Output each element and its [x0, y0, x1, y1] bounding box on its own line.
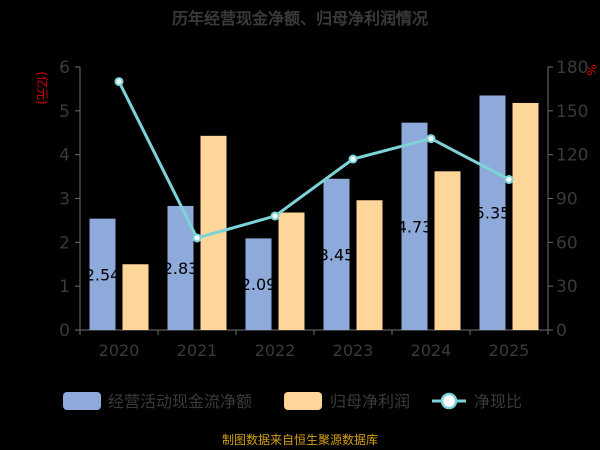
x-tick-label: 2020 — [99, 341, 140, 360]
left-tick-label: 0 — [59, 321, 70, 341]
bar-data-label: 2.54 — [85, 265, 121, 284]
bar-data-label: 2.09 — [241, 275, 277, 294]
line-series — [114, 77, 514, 243]
x-tick-label: 2023 — [333, 341, 374, 360]
bar-cashflow — [479, 95, 506, 330]
legend-label-cashflow: 经营活动现金流净额 — [108, 392, 252, 411]
bar-cashflow — [401, 122, 428, 330]
bar-netprofit — [122, 264, 149, 330]
bar-netprofit — [278, 212, 305, 330]
left-tick-label: 2 — [59, 233, 70, 253]
legend-label-ratio: 净现比 — [474, 392, 522, 411]
right-tick-label: 120 — [556, 146, 588, 166]
ratio-point — [114, 77, 124, 87]
left-tick-label: 5 — [59, 102, 70, 122]
bar-netprofit — [434, 171, 461, 330]
left-tick-label: 4 — [59, 146, 70, 166]
ratio-point — [348, 154, 358, 164]
ratio-point — [426, 134, 436, 144]
left-axis-unit: (亿元) — [35, 71, 50, 104]
bar-cashflow — [245, 238, 272, 330]
right-tick-label: 0 — [556, 321, 567, 341]
right-tick-label: 180 — [556, 58, 588, 78]
bar-data-label: 5.35 — [475, 204, 511, 223]
legend-label-netprofit: 归母净利润 — [330, 392, 410, 411]
bar-netprofit — [512, 102, 539, 331]
left-tick-label: 1 — [59, 277, 70, 297]
bar-cashflow — [323, 178, 350, 330]
x-tick-label: 2024 — [411, 341, 452, 360]
ratio-line — [117, 80, 510, 240]
right-axis-unit: % — [584, 64, 598, 75]
legend-swatch-netprofit — [284, 392, 322, 410]
bar-data-label: 3.45 — [319, 245, 355, 264]
chart-title: 历年经营现金净额、归母净利润情况 — [172, 9, 428, 28]
left-tick-label: 6 — [59, 58, 70, 78]
bar-cashflow — [167, 205, 194, 330]
bar-data-label: 4.73 — [397, 217, 433, 236]
right-tick-label: 60 — [556, 233, 578, 253]
ratio-point — [504, 175, 514, 185]
x-tick-label: 2025 — [489, 341, 530, 360]
right-tick-label: 150 — [556, 102, 588, 122]
bar-netprofit — [356, 200, 383, 330]
x-tick-label: 2021 — [177, 341, 218, 360]
bar-cashflow — [89, 218, 116, 330]
right-tick-label: 90 — [556, 190, 578, 210]
x-tick-label: 2022 — [255, 341, 296, 360]
source-note: 制图数据来自恒生聚源数据库 — [222, 432, 378, 447]
legend: 经营活动现金流净额 归母净利润 净现比 — [63, 392, 522, 411]
legend-swatch-cashflow — [63, 392, 101, 410]
legend-swatch-ratio-marker — [440, 392, 458, 410]
right-tick-label: 30 — [556, 277, 578, 297]
bars: 2.54 2.83 2.09 3.45 4.73 5.35 — [85, 95, 539, 331]
ratio-point — [192, 233, 202, 243]
left-tick-label: 3 — [59, 190, 70, 210]
bar-data-label: 2.83 — [163, 259, 199, 278]
ratio-point — [270, 211, 280, 221]
